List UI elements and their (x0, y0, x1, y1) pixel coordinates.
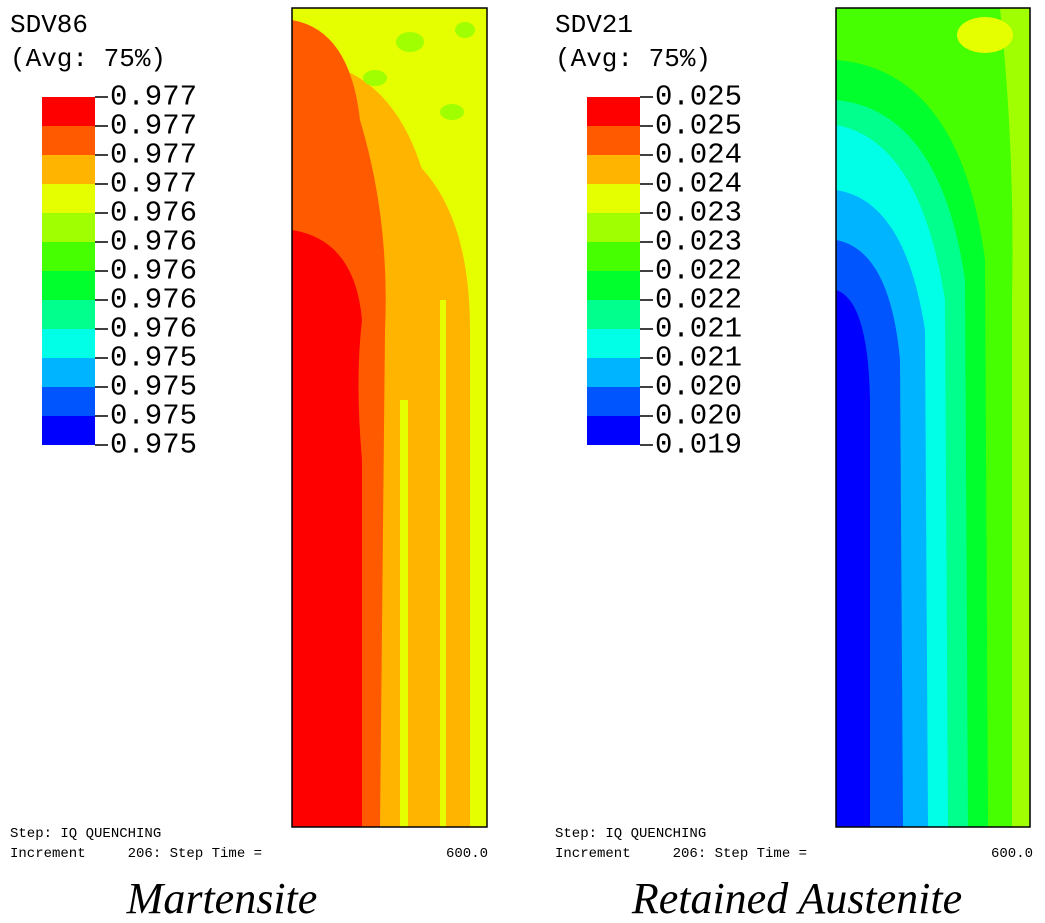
outline (835, 7, 1031, 828)
legend-swatch (587, 184, 640, 213)
legend-label: 0.025 (655, 81, 742, 114)
legend-swatch (42, 213, 95, 242)
legend-label: 0.976 (110, 197, 197, 230)
legend-label: 0.024 (655, 139, 742, 172)
region (363, 70, 387, 86)
legend-label: 0.976 (110, 284, 197, 317)
legend-label: 0.976 (110, 226, 197, 259)
region (292, 230, 362, 827)
legend-label: 0.020 (655, 400, 742, 433)
legend-label: 0.020 (655, 371, 742, 404)
legend-label: 0.021 (655, 313, 742, 346)
legend-label: 0.024 (655, 168, 742, 201)
legend-swatch (42, 416, 95, 445)
legend-swatch (587, 155, 640, 184)
legend-label: 0.977 (110, 139, 197, 172)
region (957, 17, 1013, 53)
legend-label: 0.977 (110, 110, 197, 143)
step-time: 600.0 (991, 846, 1033, 862)
legend-swatch (42, 155, 95, 184)
legend-label: 0.022 (655, 284, 742, 317)
legend-swatch (42, 358, 95, 387)
average-label: (Avg: 75%) (10, 44, 166, 74)
legend-swatch (587, 329, 640, 358)
legend-label: 0.976 (110, 313, 197, 346)
step-label: Step: IQ QUENCHING (555, 826, 706, 842)
legend-label: 0.975 (110, 342, 197, 375)
contour-field (835, 7, 1031, 828)
legend-label: 0.023 (655, 226, 742, 259)
legend-swatch (42, 97, 95, 126)
average-label: (Avg: 75%) (555, 44, 711, 74)
increment-label: Increment 206: Step Time = (555, 846, 807, 862)
region (455, 22, 475, 38)
caption: Martensite (126, 874, 318, 923)
step-time: 600.0 (446, 846, 488, 862)
legend-label: 0.025 (655, 110, 742, 143)
legend-swatch (587, 358, 640, 387)
legend-swatch (587, 126, 640, 155)
legend-label: 0.975 (110, 371, 197, 404)
contour-field (291, 7, 488, 828)
legend-label: 0.975 (110, 429, 197, 462)
legend-label: 0.977 (110, 81, 197, 114)
legend-swatch (587, 300, 640, 329)
legend-label: 0.019 (655, 429, 742, 462)
legend-swatch (587, 387, 640, 416)
legend-swatch (42, 184, 95, 213)
legend-swatch (587, 242, 640, 271)
region (440, 300, 446, 827)
legend-label: 0.022 (655, 255, 742, 288)
legend-label: 0.977 (110, 168, 197, 201)
legend-swatch (587, 271, 640, 300)
region (396, 32, 424, 52)
legend-swatch (42, 387, 95, 416)
variable-name: SDV21 (555, 10, 633, 40)
legend-label: 0.021 (655, 342, 742, 375)
legend-label: 0.023 (655, 197, 742, 230)
region (400, 400, 408, 827)
variable-name: SDV86 (10, 10, 88, 40)
legend-label: 0.976 (110, 255, 197, 288)
legend-swatch (42, 300, 95, 329)
legend-swatch (42, 242, 95, 271)
step-label: Step: IQ QUENCHING (10, 826, 161, 842)
legend-swatch (42, 126, 95, 155)
legend-swatch (42, 329, 95, 358)
region (440, 104, 464, 120)
legend-swatch (587, 416, 640, 445)
legend-swatch (587, 213, 640, 242)
outline (291, 7, 488, 828)
caption: Retained Austenite (631, 874, 962, 923)
legend-swatch (587, 97, 640, 126)
region (836, 290, 870, 827)
legend-swatch (42, 271, 95, 300)
legend-label: 0.975 (110, 400, 197, 433)
increment-label: Increment 206: Step Time = (10, 846, 262, 862)
